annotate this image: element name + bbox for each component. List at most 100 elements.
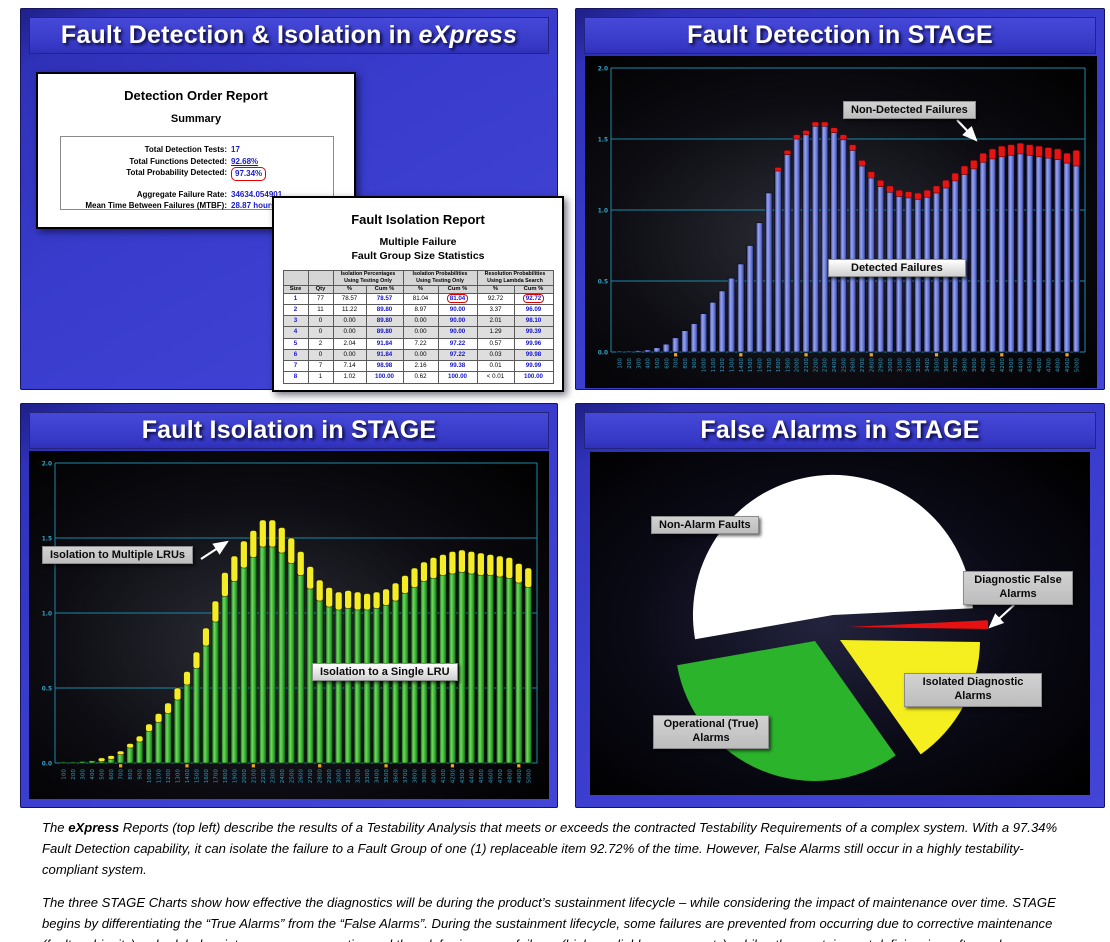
table-row: 2 11 11.22 89.80 8.97 90.00 3.37 96.09 (282, 303, 554, 317)
table-cell: 89.80 (365, 315, 404, 328)
svg-text:2200: 2200 (261, 769, 267, 784)
table-cell: 81.04 (437, 292, 478, 305)
table-cell: 2 (282, 303, 309, 317)
table-cell: 0.00 (332, 348, 367, 362)
table-row: 7 7 7.14 98.98 2.16 99.38 0.01 99.99 (282, 360, 554, 373)
svg-text:1700: 1700 (213, 769, 219, 784)
highlighted-value: 81.04 (446, 293, 469, 304)
svg-text:2100: 2100 (804, 358, 810, 373)
summary-field-label: Mean Time Between Failures (MTBF): (85, 201, 227, 211)
detection-order-report-document: Detection Order Report Summary Total Det… (36, 72, 356, 229)
svg-text:2900: 2900 (879, 358, 885, 373)
svg-text:300: 300 (636, 358, 642, 369)
table-cell: 0 (307, 348, 334, 362)
table-cell: 3 (282, 315, 309, 328)
table-group-header: Isolation Percentages Using Testing Only (332, 270, 404, 286)
svg-text:2800: 2800 (318, 769, 324, 784)
table-cell: 92.72 (513, 292, 554, 305)
svg-text:4400: 4400 (469, 769, 475, 784)
svg-text:4700: 4700 (1046, 358, 1052, 373)
svg-text:4700: 4700 (498, 769, 504, 784)
svg-text:4000: 4000 (981, 358, 987, 373)
svg-text:5000: 5000 (1074, 358, 1080, 373)
panel-title-band: Fault Detection in STAGE (584, 17, 1096, 54)
svg-text:3400: 3400 (375, 769, 381, 784)
table-group-header: Resolution Probabilities Using Lambda Sea… (476, 270, 554, 286)
svg-text:200: 200 (71, 769, 77, 780)
svg-text:3800: 3800 (963, 358, 969, 373)
svg-text:4200: 4200 (1000, 358, 1006, 373)
title-express-word: eXpress (418, 21, 518, 49)
title-text: Fault Detection & Isolation in (60, 21, 419, 49)
svg-text:2800: 2800 (869, 358, 875, 373)
caption-segment: The (42, 820, 69, 835)
svg-text:1.0: 1.0 (42, 611, 52, 617)
svg-text:2500: 2500 (841, 358, 847, 373)
svg-text:2.0: 2.0 (42, 461, 52, 467)
table-column-header: % (332, 284, 367, 294)
table-cell: 98.10 (513, 315, 554, 328)
table-column-header: % (402, 284, 439, 294)
summary-field-label: Total Detection Tests: (144, 145, 227, 154)
report-subtitle-line1: Multiple Failure (379, 236, 457, 248)
table-blank-header (282, 270, 309, 286)
table-cell: 89.80 (365, 326, 404, 339)
table-cell: 7 (307, 360, 334, 373)
table-cell: 2.01 (476, 315, 515, 328)
svg-text:2600: 2600 (299, 769, 305, 784)
svg-text:1400: 1400 (739, 358, 745, 373)
nondetected-failures-label: Non-Detected Failures (843, 101, 976, 119)
svg-text:1700: 1700 (767, 358, 773, 373)
svg-text:600: 600 (664, 358, 670, 369)
svg-text:3200: 3200 (356, 769, 362, 784)
svg-text:3700: 3700 (953, 358, 959, 373)
table-column-header: % (476, 284, 515, 294)
table-column-header: Cum % (365, 284, 404, 294)
table-cell: 100.00 (437, 371, 478, 384)
fault-isolation-report-document: Fault Isolation Report Multiple Failure … (272, 196, 564, 392)
caption-segment: eXpress (68, 820, 120, 835)
svg-text:4300: 4300 (1009, 358, 1015, 373)
caption-block: The eXpress Reports (top left) describe … (42, 818, 1076, 942)
table-cell: 90.00 (437, 303, 478, 317)
svg-text:3000: 3000 (337, 769, 343, 784)
operational-true-alarms-label: Operational (True) Alarms (653, 715, 769, 749)
diagnostic-false-alarms-label: Diagnostic False Alarms (963, 571, 1073, 605)
panel-title-isolation: Fault Isolation in STAGE (141, 416, 437, 444)
table-column-header: Cum % (437, 284, 478, 294)
panel-title-band: False Alarms in STAGE (584, 412, 1096, 449)
table-cell: 100.00 (513, 371, 554, 384)
svg-text:900: 900 (138, 769, 144, 780)
svg-text:1900: 1900 (785, 358, 791, 373)
svg-text:2200: 2200 (813, 358, 819, 373)
svg-text:4600: 4600 (1037, 358, 1043, 373)
table-row: 1 77 78.57 78.57 81.04 81.04 92.72 92.72 (282, 292, 554, 305)
svg-text:2100: 2100 (251, 769, 257, 784)
svg-text:2.0: 2.0 (598, 66, 608, 72)
table-cell: 7.22 (402, 337, 439, 350)
svg-text:1300: 1300 (176, 769, 182, 784)
table-cell: 91.84 (365, 348, 404, 362)
svg-text:600: 600 (109, 769, 115, 780)
table-cell: 99.38 (437, 360, 478, 373)
svg-text:4500: 4500 (479, 769, 485, 784)
table-cell: 89.80 (365, 303, 404, 317)
table-cell: 0.03 (476, 348, 515, 362)
summary-field-label: Total Probability Detected: (126, 168, 227, 178)
panel-title-false-alarms: False Alarms in STAGE (700, 416, 980, 444)
svg-text:3900: 3900 (972, 358, 978, 373)
panel-title-band: Fault Isolation in STAGE (29, 412, 549, 449)
svg-text:1900: 1900 (232, 769, 238, 784)
svg-text:2300: 2300 (823, 358, 829, 373)
svg-text:4400: 4400 (1018, 358, 1024, 373)
table-cell: 7.14 (332, 360, 367, 373)
summary-field-value: 17 (231, 145, 240, 154)
summary-field-label: Total Functions Detected: (129, 156, 227, 166)
svg-text:4800: 4800 (507, 769, 513, 784)
svg-text:2700: 2700 (860, 358, 866, 373)
svg-text:3900: 3900 (422, 769, 428, 784)
table-cell: 8.97 (402, 303, 439, 317)
svg-text:0.5: 0.5 (42, 686, 52, 692)
svg-text:1200: 1200 (720, 358, 726, 373)
